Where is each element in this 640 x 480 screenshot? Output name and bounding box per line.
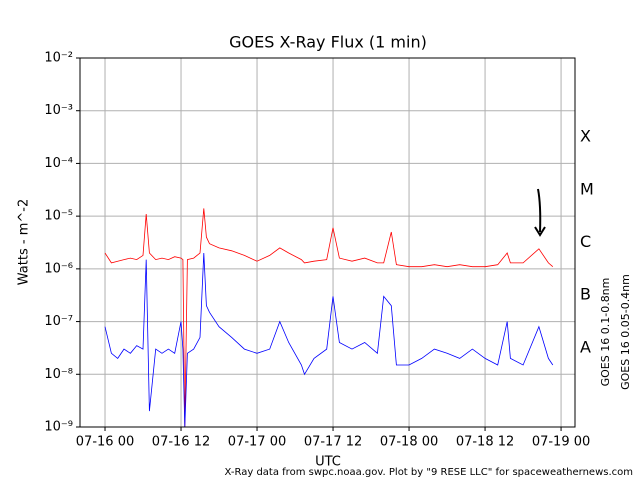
footnote: X-Ray data from swpc.noaa.gov. Plot by "… (225, 467, 633, 478)
y-tick-label: 10⁻⁶ (44, 261, 73, 276)
x-tick-label: 07-16 12 (152, 435, 210, 450)
x-tick-label: 07-17 12 (304, 435, 362, 450)
series-line (104, 208, 554, 428)
x-tick-label: 07-18 12 (456, 435, 514, 450)
x-tick-label: 07-18 00 (380, 435, 438, 450)
x-tick-label: 07-19 00 (532, 435, 590, 450)
legend-label: GOES 16 0.05-0.4nm (619, 274, 632, 390)
chart-title: GOES X-Ray Flux (1 min) (229, 33, 427, 52)
y-tick-label: 10⁻² (44, 51, 73, 66)
plot-frame (79, 57, 576, 428)
y-tick-label: 10⁻⁷ (44, 314, 73, 329)
lines (104, 208, 554, 428)
y-tick-label: 10⁻⁸ (44, 367, 73, 382)
series-line (104, 252, 554, 428)
flare-class-label: M (580, 179, 594, 198)
arrow-shaft (537, 188, 542, 233)
x-tick-label: 07-16 00 (76, 435, 134, 450)
flare-class-label: B (580, 285, 591, 304)
x-tick-label: 07-17 00 (228, 435, 286, 450)
arrow-head (534, 226, 546, 237)
flare-class-label: C (580, 232, 591, 251)
flare-class-label: A (580, 337, 591, 356)
x-axis-label: UTC (315, 455, 341, 470)
legend-label: GOES 16 0.1-0.8nm (599, 278, 612, 387)
y-tick-label: 10⁻⁴ (44, 156, 73, 171)
y-tick-label: 10⁻⁵ (44, 209, 73, 224)
y-tick-label: 10⁻⁹ (44, 420, 73, 435)
y-axis-label: Watts - m^-2 (17, 199, 32, 285)
grid (80, 57, 575, 428)
labels: 10⁻⁹ 10⁻⁸ 10⁻⁷ 10⁻⁶ 10⁻⁵ 10⁻⁴ 10⁻³ 10⁻² 07-16 00… (44, 51, 632, 450)
y-tick-label: 10⁻³ (44, 103, 73, 118)
flare-class-label: X (580, 127, 591, 146)
